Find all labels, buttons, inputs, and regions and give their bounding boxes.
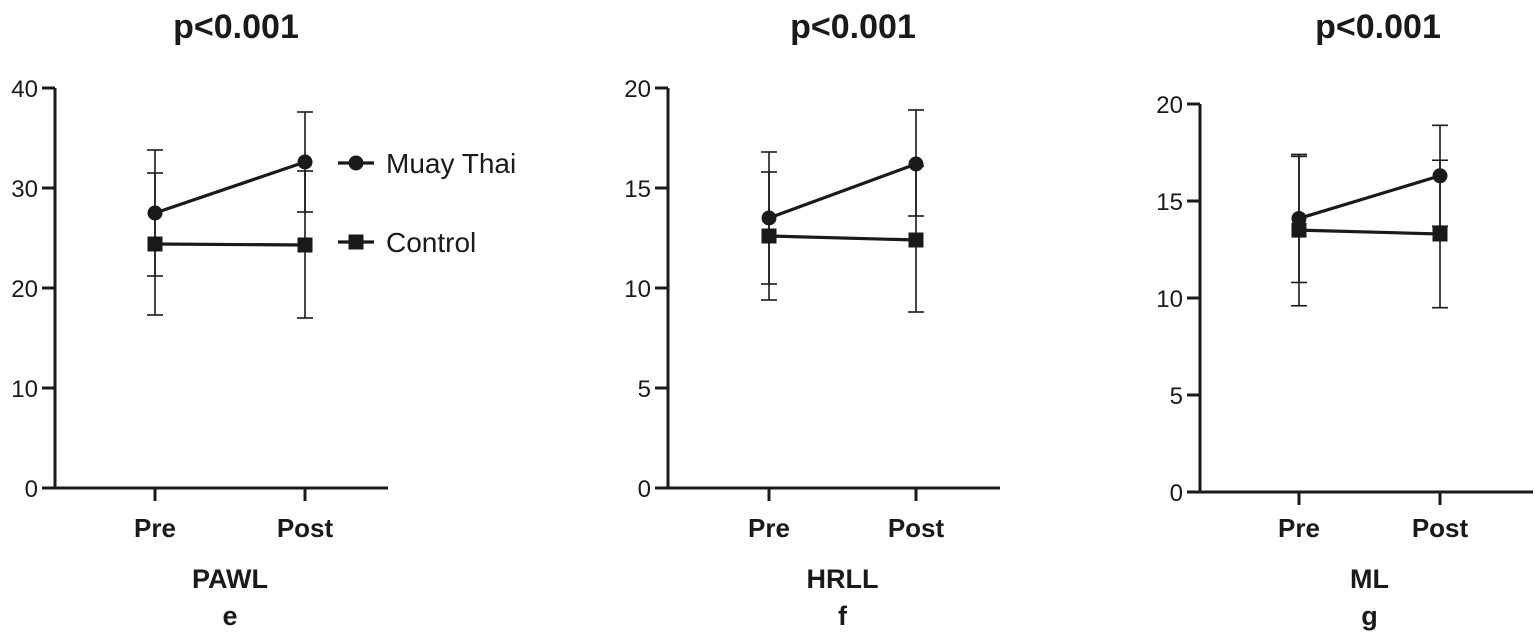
data-point-circle bbox=[908, 156, 924, 172]
panel-pawl: p<0.001 0 10 20 30 40 Pre Post PAWL e bbox=[11, 8, 388, 631]
y-tick-label: 40 bbox=[11, 76, 38, 103]
series-line bbox=[768, 234, 917, 242]
data-point-circle bbox=[297, 154, 313, 170]
series-line bbox=[154, 242, 306, 247]
y-tick-label: 5 bbox=[1170, 383, 1183, 410]
y-tick-label: 0 bbox=[638, 476, 651, 503]
chart-title: p<0.001 bbox=[1315, 8, 1441, 46]
x-tick-label: Post bbox=[277, 513, 334, 543]
y-tick-label: 10 bbox=[1156, 286, 1183, 313]
series-muay-thai bbox=[1291, 124, 1448, 284]
x-tick-label: Post bbox=[1412, 513, 1469, 543]
data-point-square bbox=[147, 236, 163, 252]
y-tick-label: 15 bbox=[1156, 189, 1183, 216]
data-point-square bbox=[908, 232, 924, 248]
chart-title: p<0.001 bbox=[173, 8, 299, 46]
y-tick-label: 20 bbox=[624, 76, 651, 103]
x-tick-label: Pre bbox=[134, 513, 176, 543]
x-axis-label: PAWL bbox=[192, 564, 268, 594]
y-tick-label: 10 bbox=[624, 276, 651, 303]
panel-letter: f bbox=[838, 601, 848, 631]
y-tick-label: 0 bbox=[25, 476, 38, 503]
legend: Muay Thai Control bbox=[338, 148, 516, 258]
x-tick-label: Pre bbox=[748, 513, 790, 543]
legend-label: Muay Thai bbox=[386, 148, 516, 179]
y-tick-label: 10 bbox=[11, 376, 38, 403]
y-tick-label: 20 bbox=[11, 276, 38, 303]
series-line bbox=[768, 162, 917, 220]
x-tick-label: Post bbox=[888, 513, 945, 543]
y-tick-label: 0 bbox=[1170, 480, 1183, 507]
panel-letter: e bbox=[222, 601, 237, 631]
y-tick-label: 30 bbox=[11, 176, 38, 203]
legend-label: Control bbox=[386, 227, 476, 258]
series-control bbox=[147, 170, 313, 319]
panel-hrll: p<0.001 0 5 10 15 20 Pre Post HRLL f bbox=[624, 8, 1000, 631]
series-muay-thai bbox=[761, 109, 924, 285]
series-line bbox=[1298, 174, 1441, 220]
x-axis-label: HRLL bbox=[807, 564, 879, 594]
series-control bbox=[761, 165, 924, 313]
data-point-square bbox=[297, 237, 313, 253]
chart-title: p<0.001 bbox=[790, 8, 916, 46]
y-tick-label: 15 bbox=[624, 176, 651, 203]
series-muay-thai bbox=[147, 111, 313, 277]
panel-letter: g bbox=[1361, 601, 1378, 631]
legend-marker-square bbox=[348, 234, 364, 250]
data-point-square bbox=[1432, 226, 1448, 242]
data-point-square bbox=[761, 228, 777, 244]
series-line bbox=[154, 160, 306, 215]
y-tick-label: 20 bbox=[1156, 92, 1183, 119]
y-tick-label: 5 bbox=[638, 376, 651, 403]
legend-marker-circle bbox=[348, 155, 364, 171]
series-line bbox=[1298, 228, 1441, 236]
panel-ml: p<0.001 0 5 10 15 20 Pre Post ML g bbox=[1156, 8, 1533, 631]
x-tick-label: Pre bbox=[1278, 513, 1320, 543]
x-axis-label: ML bbox=[1350, 564, 1389, 594]
series-control bbox=[1291, 153, 1448, 309]
data-point-square bbox=[1291, 222, 1307, 238]
